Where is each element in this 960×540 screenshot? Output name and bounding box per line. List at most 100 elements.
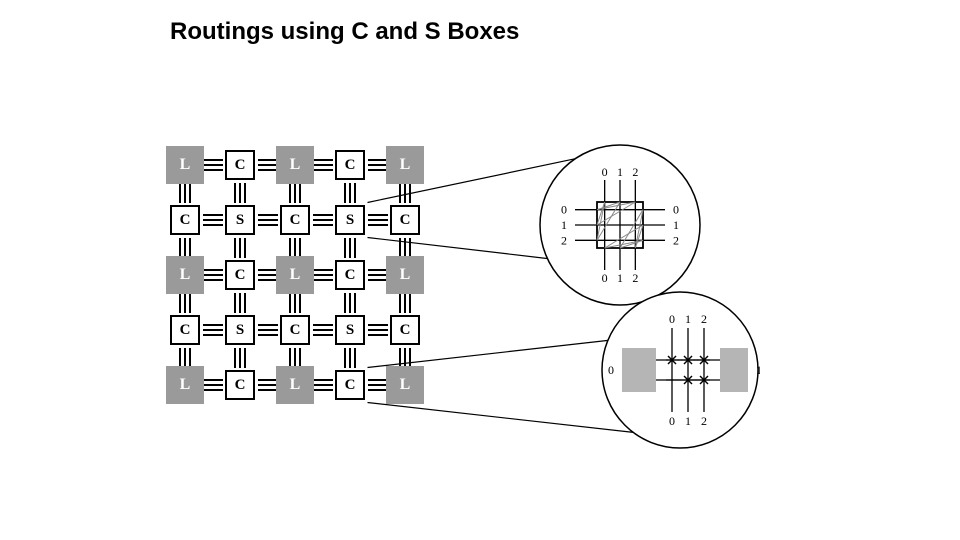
wire-v	[244, 238, 245, 258]
grid-cell-l: L	[276, 366, 314, 404]
wire-v	[349, 293, 350, 313]
wire-h	[258, 274, 277, 275]
wire-h	[258, 279, 277, 280]
wire-v	[404, 294, 405, 313]
wire-v	[294, 294, 295, 313]
svg-text:0: 0	[669, 414, 675, 428]
wire-v	[399, 238, 400, 257]
wire-h	[313, 224, 333, 225]
slide-root: Routings using C and S Boxes LCLCLCSCSCL…	[0, 0, 960, 540]
wire-v	[234, 348, 235, 368]
grid-cell-l: L	[276, 146, 314, 184]
wire-v	[354, 348, 355, 368]
wire-h	[368, 384, 387, 385]
wire-h	[258, 159, 277, 160]
wire-h	[203, 334, 223, 335]
wire-h	[258, 389, 277, 390]
wire-v	[409, 294, 410, 313]
wire-v	[239, 348, 240, 368]
wire-h	[258, 324, 278, 325]
grid-cell-l: L	[166, 366, 204, 404]
wire-h	[368, 214, 388, 215]
wire-v	[299, 238, 300, 257]
wire-v	[344, 238, 345, 258]
wire-v	[349, 183, 350, 203]
wire-v	[244, 293, 245, 313]
wire-v	[404, 348, 405, 367]
wire-v	[404, 184, 405, 203]
wire-h	[368, 334, 388, 335]
wire-v	[184, 294, 185, 313]
wire-v	[409, 238, 410, 257]
wire-h	[368, 164, 387, 165]
svg-text:0: 0	[602, 165, 608, 179]
wire-v	[179, 348, 180, 367]
wire-h	[368, 219, 388, 220]
grid-cell-c: C	[280, 205, 310, 235]
wire-v	[184, 184, 185, 203]
wire-h	[258, 224, 278, 225]
wire-h	[368, 224, 388, 225]
grid-cell-c: C	[170, 205, 200, 235]
grid-cell-c: C	[335, 150, 365, 180]
wire-v	[344, 348, 345, 368]
wire-h	[313, 219, 333, 220]
wire-v	[234, 293, 235, 313]
wire-v	[399, 184, 400, 203]
wire-v	[399, 348, 400, 367]
wire-v	[234, 183, 235, 203]
wire-v	[289, 294, 290, 313]
svg-text:0: 0	[673, 203, 679, 217]
wire-h	[258, 334, 278, 335]
svg-text:1: 1	[756, 363, 760, 377]
wire-h	[204, 159, 223, 160]
wire-h	[204, 379, 223, 380]
svg-text:1: 1	[617, 165, 623, 179]
wire-h	[204, 169, 223, 170]
wire-v	[299, 184, 300, 203]
grid-cell-c: C	[390, 315, 420, 345]
svg-text:0: 0	[561, 203, 567, 217]
wire-h	[368, 279, 387, 280]
wire-v	[239, 183, 240, 203]
wire-v	[189, 238, 190, 257]
wire-v	[179, 184, 180, 203]
wire-v	[189, 348, 190, 367]
wire-h	[368, 274, 387, 275]
wire-h	[258, 384, 277, 385]
grid-cell-l: L	[276, 256, 314, 294]
svg-text:2: 2	[701, 312, 707, 326]
wire-h	[368, 379, 387, 380]
svg-text:1: 1	[617, 271, 623, 285]
wire-v	[179, 238, 180, 257]
grid-cell-s: S	[225, 205, 255, 235]
wire-h	[258, 269, 277, 270]
wire-h	[368, 159, 387, 160]
wire-h	[314, 269, 333, 270]
wire-v	[354, 238, 355, 258]
wire-h	[314, 279, 333, 280]
wire-h	[368, 169, 387, 170]
wire-h	[204, 274, 223, 275]
svg-text:1: 1	[685, 312, 691, 326]
wire-h	[314, 169, 333, 170]
wire-h	[314, 164, 333, 165]
wire-h	[313, 324, 333, 325]
svg-text:2: 2	[701, 414, 707, 428]
wire-h	[204, 279, 223, 280]
svg-text:2: 2	[673, 233, 679, 247]
wire-v	[354, 293, 355, 313]
wire-v	[234, 238, 235, 258]
grid-cell-l: L	[166, 256, 204, 294]
wire-v	[244, 183, 245, 203]
wire-h	[313, 334, 333, 335]
grid-cell-c: C	[335, 370, 365, 400]
wire-h	[203, 224, 223, 225]
wire-h	[258, 164, 277, 165]
wire-h	[368, 324, 388, 325]
grid-cell-l: L	[386, 146, 424, 184]
callout-c-box: 00112201	[600, 290, 760, 455]
wire-h	[314, 389, 333, 390]
wire-h	[204, 269, 223, 270]
grid-cell-c: C	[170, 315, 200, 345]
